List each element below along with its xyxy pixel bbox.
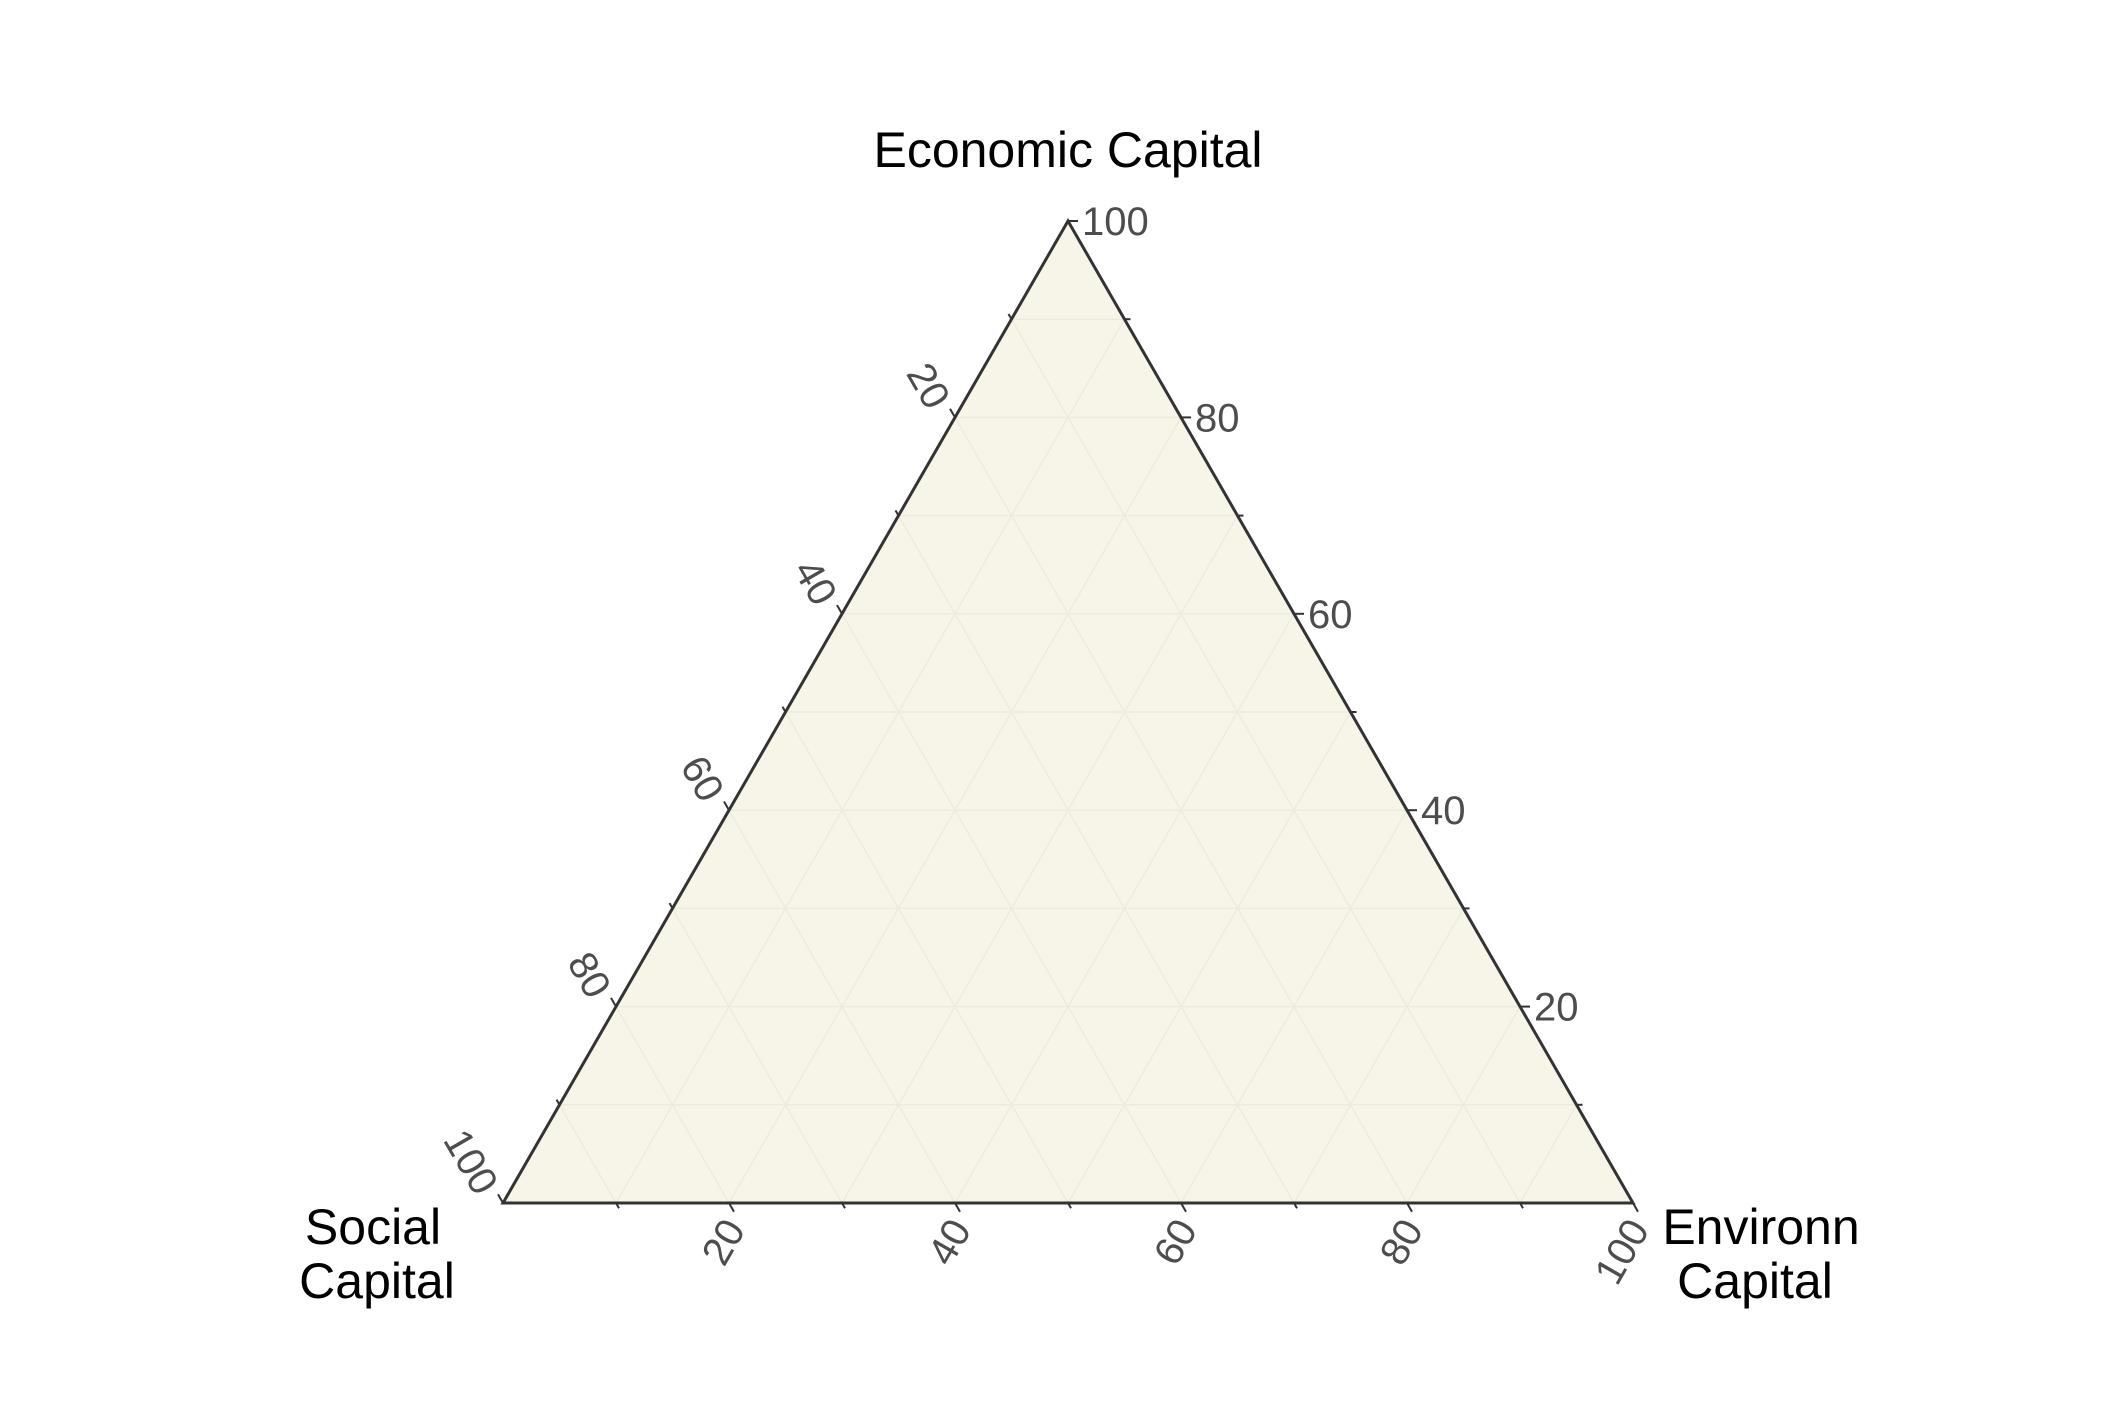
grid-line-bottom-60	[1180, 809, 1408, 1204]
tick-label-right-20: 20	[1534, 986, 1579, 1030]
tick-label-bottom-80: 80	[1372, 1212, 1432, 1273]
tick-label-left-80: 80	[559, 945, 619, 1006]
tick-label-right-100: 100	[1082, 200, 1149, 244]
grid-line-left-90	[558, 1104, 617, 1204]
tick-left-80	[610, 997, 617, 1008]
tick-bottom-100	[1632, 1202, 1639, 1213]
axis-ticks	[497, 220, 1639, 1213]
tick-label-bottom-60: 60	[1146, 1212, 1206, 1273]
tick-bottom-90	[1519, 1202, 1524, 1209]
grid-line-left-70	[671, 908, 843, 1204]
tick-bottom-70	[1293, 1202, 1298, 1209]
grid-line-bottom-80	[1406, 1006, 1521, 1204]
tick-left-60	[723, 801, 730, 811]
tick-bottom-80	[1406, 1202, 1413, 1213]
tick-label-right-40: 40	[1421, 789, 1466, 833]
tick-left-30	[894, 509, 900, 517]
tick-bottom-30	[841, 1202, 846, 1209]
grid-line-left-40	[841, 613, 1182, 1204]
top-axis-title: Economic Capital	[873, 122, 1262, 178]
grid-line-left-60	[728, 809, 956, 1204]
tick-left-20	[949, 408, 956, 418]
tick-left-70	[668, 902, 674, 909]
grid-lines	[558, 318, 1578, 1204]
tick-label-left-40: 40	[785, 552, 845, 613]
grid-line-bottom-30	[841, 515, 1239, 1204]
tick-left-10	[1007, 313, 1013, 320]
tick-left-50	[781, 706, 787, 713]
grid-line-bottom-90	[1519, 1104, 1578, 1204]
tick-bottom-10	[615, 1202, 620, 1209]
right-axis-title-line-1: Environn	[1662, 1199, 1859, 1255]
grid-line-bottom-50	[1067, 711, 1352, 1204]
tick-left-90	[555, 1099, 561, 1106]
tick-label-left-100: 100	[435, 1122, 506, 1202]
grid-line-left-30	[897, 515, 1295, 1204]
right-axis-title-line-2: Capital	[1677, 1253, 1833, 1309]
tick-bottom-60	[1180, 1202, 1187, 1213]
grid-line-bottom-40	[954, 613, 1295, 1204]
grid-line-left-10	[1010, 318, 1521, 1204]
tick-label-bottom-100: 100	[1587, 1212, 1658, 1292]
tick-left-40	[836, 604, 843, 615]
grid-line-left-50	[784, 711, 1069, 1204]
tick-label-right-80: 80	[1195, 396, 1240, 440]
tick-bottom-20	[728, 1202, 735, 1213]
left-axis-title-line-2: Capital	[299, 1253, 455, 1309]
tick-label-left-20: 20	[898, 356, 958, 417]
tick-left-100	[497, 1193, 504, 1204]
tick-bottom-40	[954, 1202, 961, 1213]
left-axis-title-line-1: Social	[305, 1199, 441, 1255]
tick-label-left-60: 60	[672, 749, 732, 810]
grid-line-left-80	[615, 1006, 730, 1204]
tick-bottom-50	[1067, 1202, 1072, 1209]
tick-label-bottom-20: 20	[694, 1212, 754, 1273]
grid-line-bottom-70	[1293, 908, 1465, 1204]
tick-label-right-60: 60	[1308, 593, 1353, 637]
tick-label-bottom-40: 40	[920, 1212, 980, 1273]
grid-line-bottom-10	[615, 318, 1126, 1204]
